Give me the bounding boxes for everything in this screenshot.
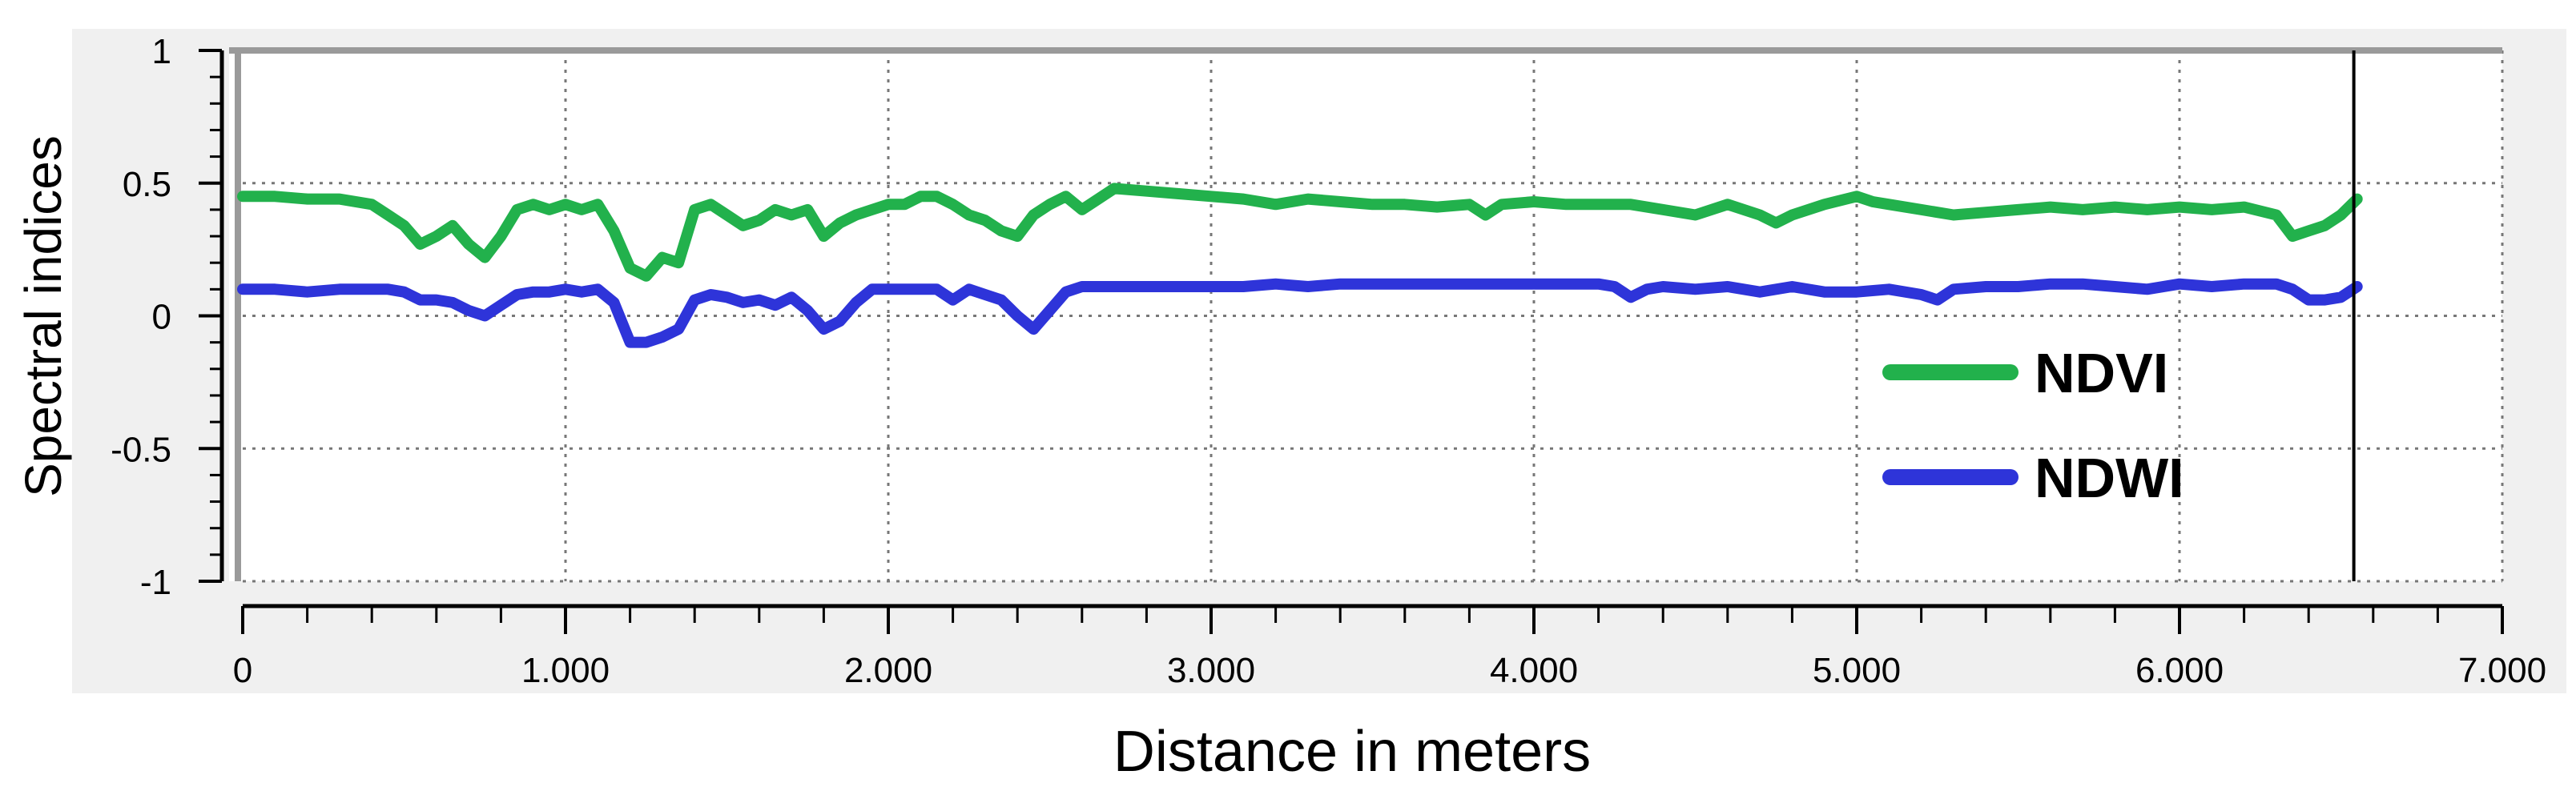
legend-label-ndvi: NDVI — [2035, 342, 2168, 404]
x-tick-label: 0 — [233, 651, 252, 690]
y-axis-title: Spectral indices — [14, 135, 72, 497]
x-tick-label: 5.000 — [1813, 651, 1901, 690]
series-layer — [237, 183, 2363, 348]
x-tick-label: 7.000 — [2458, 651, 2546, 690]
y-tick-label: -1 — [140, 563, 171, 602]
x-tick-label: 4.000 — [1490, 651, 1578, 690]
y-tick-label: 0.5 — [123, 165, 171, 204]
x-axis: 0 1.000 2.000 3.000 4.000 5.000 6.000 7.000 — [233, 604, 2546, 690]
x-tick-label: 3.000 — [1167, 651, 1255, 690]
legend-label-ndwi: NDWI — [2035, 447, 2184, 509]
legend: NDVI NDWI — [1882, 342, 2184, 509]
x-axis-title: Distance in meters — [1113, 720, 1591, 784]
y-tick-label: 1 — [152, 32, 171, 71]
series-line-ndwi — [237, 278, 2363, 348]
x-tick-label: 1.000 — [521, 651, 610, 690]
y-tick-label: 0 — [152, 298, 171, 337]
series-line-ndvi — [237, 183, 2363, 282]
y-tick-label: -0.5 — [111, 430, 171, 469]
x-tick-label: 2.000 — [844, 651, 932, 690]
y-axis: 1 0.5 0 -0.5 -1 — [111, 32, 224, 602]
x-tick-label: 6.000 — [2135, 651, 2224, 690]
